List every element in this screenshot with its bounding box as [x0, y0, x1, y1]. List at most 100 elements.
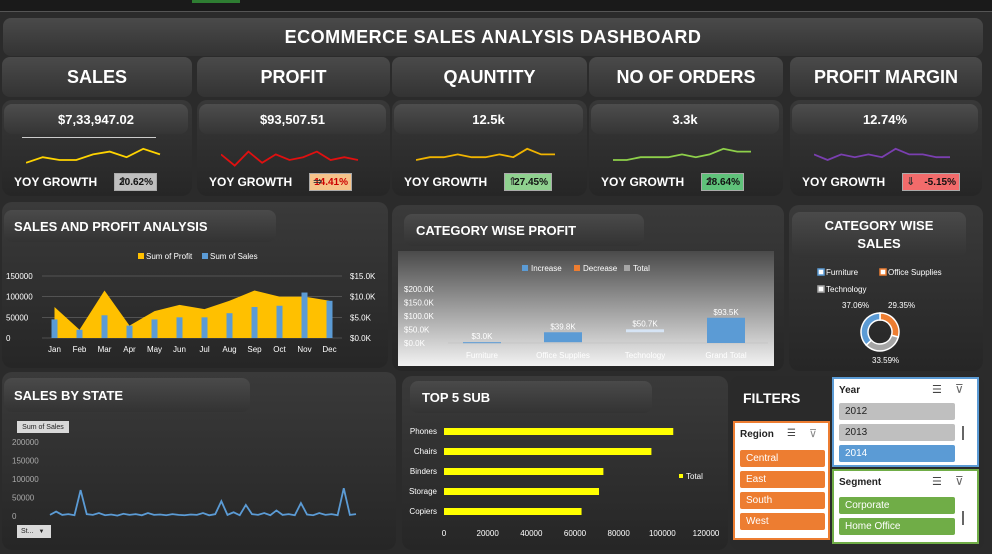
sales-bar [301, 292, 308, 338]
legend-label: Total [633, 264, 650, 273]
y-tick-label: 100000 [12, 475, 39, 484]
sales-bar [226, 313, 233, 338]
y2-tick-label: $0.0K [350, 334, 372, 343]
kpi-divider [22, 137, 156, 138]
trend-arrow-icon: ⇑ [118, 176, 128, 188]
yoy-growth-value: 20.62% [119, 176, 153, 188]
x-tick-label: Aug [222, 345, 236, 354]
y-tick-label: $50.0K [404, 326, 430, 335]
data-label: $39.8K [550, 322, 576, 331]
sales-bar [326, 300, 333, 338]
x-tick-label: Technology [625, 351, 665, 360]
sparkline-path [416, 147, 555, 161]
legend-label: Furniture [826, 268, 859, 277]
region-option[interactable]: South [740, 492, 825, 509]
sales-state-legend-button[interactable]: Sum of Sales [17, 421, 69, 433]
legend-profit: Sum of Profit [146, 252, 193, 261]
year-slicer-title: Year [839, 385, 861, 396]
y2-tick-label: $15.0K [350, 272, 376, 281]
donut-slice [860, 312, 881, 347]
y-tick-label: Storage [409, 487, 438, 496]
kpi-title: SALES [2, 57, 192, 97]
legend-label: Technology [826, 285, 866, 294]
y2-tick-label: $5.0K [350, 313, 372, 322]
multi-select-icon[interactable]: ☰ [932, 476, 942, 488]
kpi-sparkline [416, 147, 555, 161]
y2-tick-label: $10.0K [350, 293, 376, 302]
sales-bar [201, 317, 208, 338]
category-profit-title: CATEGORY WISE PROFIT [404, 214, 644, 246]
state-filter-label: St... [21, 528, 34, 535]
x-tick-label: Apr [123, 345, 136, 354]
x-tick-label: Mar [98, 345, 112, 354]
y-tick-label: 150000 [6, 272, 33, 281]
year-option[interactable]: 2013 [839, 424, 955, 441]
clear-filter-icon[interactable]: ⊽ [955, 474, 964, 488]
y-tick-label: 50000 [6, 313, 29, 322]
trend-arrow-icon: ⇓ [906, 176, 916, 188]
data-label: $93.5K [713, 308, 739, 317]
legend-swatch [679, 474, 683, 478]
category-sales-title: CATEGORY WISE SALES [792, 212, 966, 258]
y-tick-label: Chairs [414, 447, 437, 456]
kpi-title: PROFIT [197, 57, 390, 97]
region-option[interactable]: Central [740, 450, 825, 467]
kpi-sparkline [613, 147, 751, 161]
yoy-growth-value: 14.41% [314, 176, 348, 188]
sparkline-path [26, 147, 161, 164]
yoy-growth-badge: ⇑ 28.64% [701, 173, 744, 191]
yoy-label: YOY GROWTH [404, 175, 488, 189]
x-tick-label: Sep [247, 345, 262, 354]
multi-select-icon[interactable]: ☰ [787, 428, 796, 439]
year-option[interactable]: 2014 [839, 445, 955, 462]
sales-state-title: SALES BY STATE [4, 378, 250, 412]
legend-label: Increase [531, 264, 562, 273]
trend-arrow-icon: ⇒ [313, 176, 323, 188]
year-slicer: Year ☰ ⊽ 2012 2013 2014 [832, 377, 979, 467]
clear-filter-icon[interactable]: ⊽ [955, 382, 964, 396]
dashboard-title: ECOMMERCE SALES ANALYSIS DASHBOARD [3, 18, 983, 56]
year-scrollbar[interactable] [962, 426, 964, 440]
segment-option[interactable]: Home Office [839, 518, 955, 535]
subcategory-bar [444, 468, 604, 475]
legend-swatch [522, 265, 528, 271]
x-tick-label: 0 [442, 529, 447, 538]
sales-state-line [49, 488, 357, 517]
sparkline-path [221, 150, 359, 167]
region-option[interactable]: West [740, 513, 825, 530]
x-tick-label: Jun [173, 345, 186, 354]
state-filter-button[interactable]: St... ▼ [17, 525, 51, 538]
x-tick-label: Oct [273, 345, 286, 354]
y-tick-label: Copiers [409, 507, 437, 516]
subcategory-bar [444, 448, 652, 455]
x-tick-label: 80000 [608, 529, 631, 538]
subcategory-bar [444, 508, 582, 515]
sales-bar [76, 329, 83, 338]
region-option[interactable]: East [740, 471, 825, 488]
yoy-growth-badge: ⇒ 14.41% [309, 173, 352, 191]
x-tick-label: 20000 [477, 529, 500, 538]
selected-cell-indicator [192, 0, 240, 3]
top-strip [0, 0, 992, 12]
y-tick-label: $150.0K [404, 299, 434, 308]
year-option[interactable]: 2012 [839, 403, 955, 420]
x-tick-label: 100000 [649, 529, 676, 538]
region-slicer: Region ☰ ⊽ Central East South West [733, 421, 830, 540]
trend-arrow-icon: ⇑ [705, 176, 715, 188]
clear-filter-icon[interactable]: ⊽ [809, 428, 818, 440]
multi-select-icon[interactable]: ☰ [932, 384, 942, 396]
y-tick-label: 200000 [12, 438, 39, 447]
sparkline-path [613, 147, 751, 161]
segment-scrollbar[interactable] [962, 511, 964, 525]
sales-bar [101, 315, 108, 338]
segment-option[interactable]: Corporate [839, 497, 955, 514]
y-tick-label: Phones [410, 427, 437, 436]
kpi-value: 12.5k [394, 104, 583, 134]
sales-bar [51, 319, 58, 338]
yoy-growth-badge: ⇑ 20.62% [114, 173, 157, 191]
waterfall-bar [544, 332, 582, 343]
kpi-title: QAUNTITY [392, 57, 587, 97]
sales-profit-title: SALES AND PROFIT ANALYSIS [4, 210, 276, 242]
x-tick-label: Feb [73, 345, 87, 354]
legend-swatch [879, 268, 887, 276]
